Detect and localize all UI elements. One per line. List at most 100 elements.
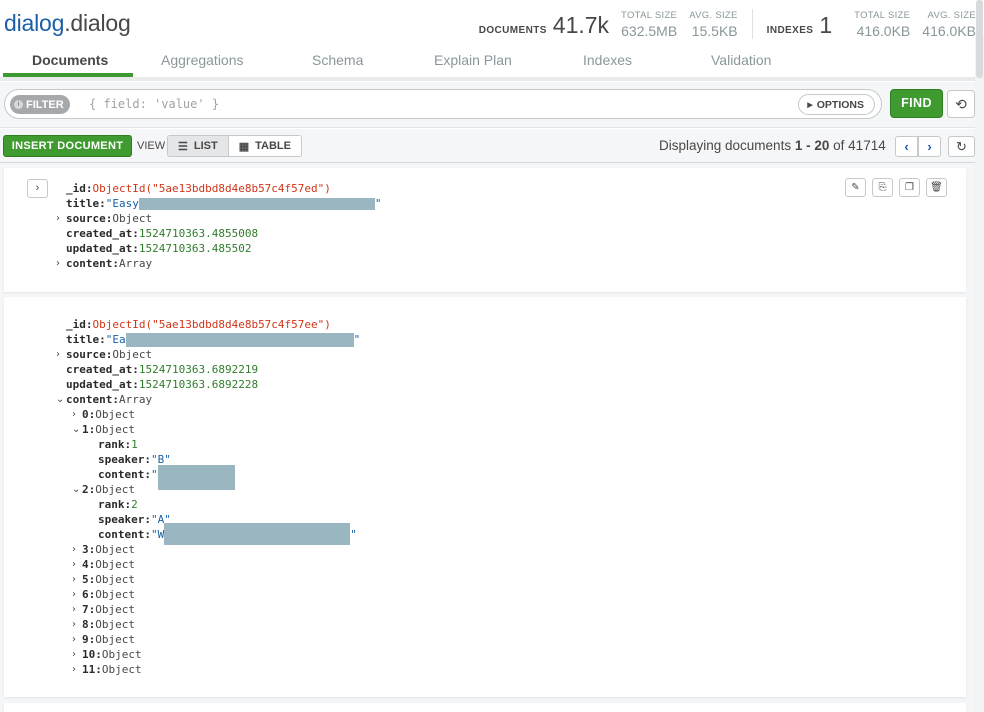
table-view-button[interactable]: ▦ TABLE — [228, 136, 301, 156]
insert-document-button[interactable]: INSERT DOCUMENT — [3, 135, 132, 157]
redacted-block — [138, 198, 375, 210]
expand-arrow-icon[interactable]: › — [72, 634, 76, 645]
field-value: ObjectId("5ae13bdbd8d4e8b57c4f57ee") — [92, 318, 331, 331]
array-item[interactable]: ⌄ 1:Object — [72, 422, 135, 437]
field-value: "A" — [150, 513, 171, 526]
next-page-button[interactable]: › — [918, 136, 941, 157]
field-source[interactable]: › source:Object — [56, 347, 152, 362]
paging-info: Displaying documents 1 - 20 of 41714 — [659, 138, 886, 153]
field-value: "W — [150, 528, 165, 541]
field-value: Object — [95, 423, 135, 436]
array-item[interactable]: › 5:Object — [72, 572, 135, 587]
namespace-separator: . — [64, 10, 71, 36]
query-bar: i FILTER { field: 'value' } ▶ OPTIONS FI… — [0, 82, 975, 128]
field-rank: rank:2 — [98, 497, 138, 512]
indexes-stat: INDEXES 1 — [767, 12, 833, 39]
array-item[interactable]: › 9:Object — [72, 632, 135, 647]
tab-indexes[interactable]: Indexes — [583, 52, 633, 68]
field-created-at: created_at:1524710363.4855008 — [66, 226, 258, 241]
expand-arrow-icon[interactable]: › — [72, 649, 76, 660]
field-content-text: content:"W " — [98, 523, 357, 545]
filter-input[interactable]: i FILTER { field: 'value' } ▶ OPTIONS — [4, 89, 882, 119]
tab-validation[interactable]: Validation — [711, 52, 772, 68]
expand-arrow-icon[interactable]: › — [72, 604, 76, 615]
options-button[interactable]: ▶ OPTIONS — [798, 94, 875, 115]
field-value: Object — [95, 543, 135, 556]
collapse-arrow-icon[interactable]: ⌄ — [56, 394, 65, 405]
previous-page-button[interactable]: ‹ — [895, 136, 918, 157]
find-button[interactable]: FIND — [890, 89, 943, 118]
array-item[interactable]: › 10:Object — [72, 647, 142, 662]
expand-arrow-icon[interactable]: › — [72, 619, 76, 630]
avg-size-value: 15.5KB — [691, 23, 738, 39]
tab-explain-plan[interactable]: Explain Plan — [434, 52, 512, 68]
collection-header: dialog.dialog DOCUMENTS 41.7k TOTAL SIZE… — [0, 0, 984, 44]
index-avg-size-value: 416.0KB — [922, 23, 976, 39]
field-content[interactable]: › content:Array — [56, 256, 152, 271]
total-size-stat: TOTAL SIZE 632.5MB — [621, 10, 677, 39]
expand-document-button[interactable]: › — [27, 179, 48, 198]
field-id: _id:ObjectId("5ae13bdbd8d4e8b57c4f57ed") — [66, 181, 331, 196]
expand-arrow-icon[interactable]: › — [72, 664, 76, 675]
field-key: speaker: — [98, 513, 151, 526]
refresh-icon[interactable]: ↻ — [948, 136, 975, 157]
index-total-size-label: TOTAL SIZE — [854, 10, 911, 21]
expand-arrow-icon[interactable]: › — [72, 544, 76, 555]
total-size-value: 632.5MB — [621, 23, 678, 39]
field-source[interactable]: › source:Object — [56, 211, 152, 226]
array-item[interactable]: › 6:Object — [72, 587, 135, 602]
expand-arrow-icon[interactable]: › — [72, 409, 76, 420]
paging-of: of — [833, 138, 845, 153]
array-item[interactable]: › 8:Object — [72, 617, 135, 632]
array-item[interactable]: › 3:Object — [72, 542, 135, 557]
expand-arrow-icon[interactable]: › — [72, 574, 76, 585]
field-value: "B" — [150, 453, 171, 466]
array-item[interactable]: › 0:Object — [72, 407, 135, 422]
array-item[interactable]: › 11:Object — [72, 662, 142, 677]
index-avg-size-stat: AVG. SIZE 416.0KB — [922, 10, 976, 39]
expand-arrow-icon[interactable]: › — [56, 349, 60, 360]
field-speaker: speaker:"B" — [98, 452, 171, 467]
scrollbar-thumb[interactable] — [976, 0, 983, 78]
field-key: content: — [98, 528, 151, 541]
field-key: source: — [66, 212, 113, 225]
active-tab-indicator — [3, 73, 133, 77]
expand-arrow-icon[interactable]: › — [72, 589, 76, 600]
array-item[interactable]: ⌄ 2:Object — [72, 482, 135, 497]
tab-schema[interactable]: Schema — [312, 52, 364, 68]
tab-bar-shadow — [0, 77, 975, 81]
info-icon[interactable]: i — [14, 100, 23, 109]
query-history-icon[interactable]: ⟲ — [947, 90, 975, 118]
paging-prefix: Displaying documents — [659, 138, 792, 153]
field-key: content: — [66, 393, 119, 406]
field-key: 7: — [82, 603, 96, 616]
expand-arrow-icon[interactable]: › — [56, 258, 60, 269]
database-name[interactable]: dialog — [4, 10, 65, 36]
documents-label: DOCUMENTS — [478, 25, 547, 36]
tab-documents[interactable]: Documents — [32, 52, 109, 68]
edit-icon[interactable]: ✎ — [845, 178, 866, 197]
collapse-arrow-icon[interactable]: ⌄ — [72, 484, 81, 495]
field-value: Object — [95, 603, 135, 616]
clone-icon[interactable]: ❐ — [899, 178, 920, 197]
tab-aggregations[interactable]: Aggregations — [161, 52, 244, 68]
field-content[interactable]: ⌄ content:Array — [56, 392, 152, 407]
list-view-button[interactable]: ☰ LIST — [168, 136, 229, 156]
copy-icon[interactable]: ⎘ — [872, 178, 893, 197]
options-label: OPTIONS — [816, 98, 864, 111]
collapse-arrow-icon[interactable]: ⌄ — [72, 424, 81, 435]
expand-arrow-icon[interactable]: › — [72, 559, 76, 570]
scrollbar-track[interactable] — [975, 36, 984, 712]
collection-stats: DOCUMENTS 41.7k TOTAL SIZE 632.5MB AVG. … — [479, 9, 976, 39]
field-key: 2: — [82, 483, 96, 496]
redacted-block — [157, 465, 235, 490]
array-item[interactable]: › 4:Object — [72, 557, 135, 572]
array-item[interactable]: › 7:Object — [72, 602, 135, 617]
field-content-text: content:" — [98, 465, 235, 493]
field-value: 1524710363.485502 — [138, 242, 252, 255]
document-actions: ✎ ⎘ ❐ 🗑 — [839, 178, 947, 197]
expand-arrow-icon[interactable]: › — [56, 213, 60, 224]
field-value: Object — [95, 558, 135, 571]
field-title: title:"Easy " — [66, 196, 382, 211]
delete-icon[interactable]: 🗑 — [926, 178, 947, 197]
